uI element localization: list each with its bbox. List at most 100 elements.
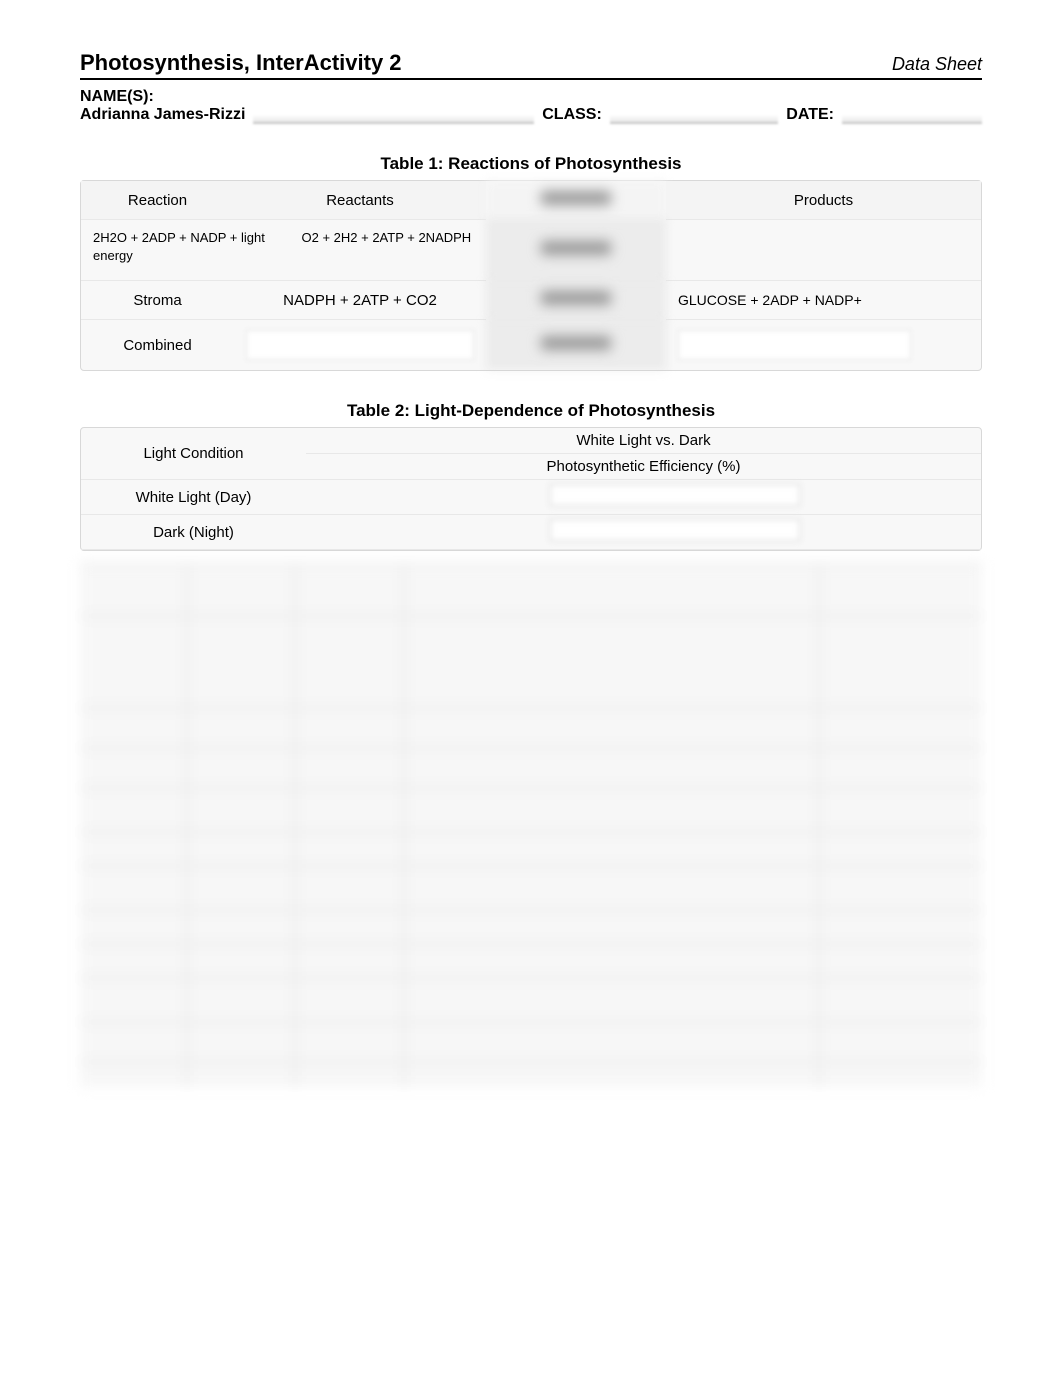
- blurred-cell: [188, 867, 296, 909]
- table2-r1-value[interactable]: [306, 480, 981, 515]
- blurred-cell: [80, 911, 188, 943]
- table1-r1-reactants: 2H2O + 2ADP + NADP + light O2 + 2H2 + 2A…: [234, 220, 486, 281]
- blurred-row: [80, 831, 982, 865]
- table1: Reaction Reactants Products 2H2O + 2ADP …: [80, 180, 982, 371]
- names-label: NAME(S):: [80, 88, 245, 106]
- table1-col-hidden: [486, 181, 666, 220]
- date-field-line[interactable]: [842, 104, 982, 124]
- blurred-cell: [296, 911, 404, 943]
- table1-r1-hidden: [486, 220, 666, 281]
- blurred-row: [80, 747, 982, 787]
- blurred-row: [80, 1021, 982, 1061]
- blurred-cell: [296, 979, 404, 1021]
- blurred-cell: [188, 1023, 296, 1061]
- blurred-cell: [405, 833, 820, 865]
- blurred-cell: [296, 945, 404, 977]
- blurred-cell: [188, 979, 296, 1021]
- table1-r3-products[interactable]: [666, 320, 981, 370]
- table1-title: Table 1: Reactions of Photosynthesis: [80, 154, 982, 174]
- blurred-cell: [188, 749, 296, 787]
- blurred-cell: [820, 979, 982, 1021]
- blurred-cell: [405, 789, 820, 831]
- blurred-cell: [296, 867, 404, 909]
- blurred-cell: [820, 1023, 982, 1061]
- table2-super-header-row: Light Condition White Light vs. Dark: [81, 428, 981, 454]
- table1-r2-hidden: [486, 281, 666, 320]
- blurred-row: [80, 563, 982, 615]
- blurred-cell: [188, 833, 296, 865]
- names-block: NAME(S): Adrianna James-Rizzi: [80, 88, 245, 124]
- blurred-cell: [405, 749, 820, 787]
- blurred-cell: [80, 749, 188, 787]
- blurred-cell: [405, 709, 820, 747]
- class-field-line[interactable]: [610, 104, 779, 124]
- blurred-cell: [296, 833, 404, 865]
- table1-r1-reactants-b: O2 + 2H2 + 2ATP + 2NADPH: [302, 230, 472, 245]
- blurred-row: [80, 615, 982, 707]
- blurred-cell: [820, 833, 982, 865]
- table1-r1-reaction-note: energy: [93, 248, 133, 263]
- table2-r2-value[interactable]: [306, 515, 981, 550]
- blurred-row: [80, 707, 982, 747]
- blurred-cell: [405, 979, 820, 1021]
- blurred-cell: [188, 789, 296, 831]
- blurred-cell: [80, 565, 188, 615]
- table1-row-thylakoid: 2H2O + 2ADP + NADP + light energy 2H2O +…: [81, 220, 981, 281]
- table2-r2-condition: Dark (Night): [81, 515, 306, 550]
- table2-super-header: White Light vs. Dark: [306, 428, 981, 454]
- blurred-cell: [405, 1023, 820, 1061]
- table1-r2-reactants: NADPH + 2ATP + CO2: [234, 281, 486, 320]
- table2-col-condition: Light Condition: [81, 428, 306, 480]
- blurred-cell: [820, 709, 982, 747]
- blurred-cell: [405, 1063, 820, 1087]
- table2-row-whitelight: White Light (Day): [81, 480, 981, 515]
- header-row: Photosynthesis, InterActivity 2 Data She…: [80, 50, 982, 80]
- blurred-cell: [188, 911, 296, 943]
- blurred-cell: [80, 833, 188, 865]
- blurred-cell: [405, 911, 820, 943]
- data-sheet-label: Data Sheet: [892, 54, 982, 75]
- blurred-cell: [820, 617, 982, 707]
- table1-r1-products: [666, 220, 981, 281]
- table2: Light Condition White Light vs. Dark Pho…: [80, 427, 982, 551]
- table1-col-reaction: Reaction: [81, 181, 234, 220]
- blurred-cell: [80, 1063, 188, 1087]
- blurred-lower-grid: [80, 563, 982, 1087]
- table1-row-combined: Combined: [81, 320, 981, 370]
- table2-title: Table 2: Light-Dependence of Photosynthe…: [80, 401, 982, 421]
- blurred-cell: [296, 709, 404, 747]
- blurred-cell: [820, 789, 982, 831]
- blurred-cell: [820, 911, 982, 943]
- blurred-cell: [820, 1063, 982, 1087]
- table1-col-products: Products: [666, 181, 981, 220]
- blurred-cell: [80, 979, 188, 1021]
- table2-col-efficiency: Photosynthetic Efficiency (%): [306, 454, 981, 480]
- blurred-row: [80, 943, 982, 977]
- blurred-row: [80, 865, 982, 909]
- blurred-row: [80, 1061, 982, 1087]
- table1-r2-products: GLUCOSE + 2ADP + NADP+: [666, 281, 981, 320]
- names-value: Adrianna James-Rizzi: [80, 106, 245, 124]
- blurred-cell: [80, 789, 188, 831]
- blurred-cell: [405, 945, 820, 977]
- names-field-line[interactable]: [253, 104, 534, 124]
- table1-row-stroma: Stroma NADPH + 2ATP + CO2 GLUCOSE + 2ADP…: [81, 281, 981, 320]
- blurred-cell: [296, 789, 404, 831]
- blurred-cell: [405, 565, 820, 615]
- blurred-cell: [296, 617, 404, 707]
- blurred-cell: [188, 709, 296, 747]
- blurred-cell: [188, 945, 296, 977]
- blurred-row: [80, 977, 982, 1021]
- blurred-cell: [820, 565, 982, 615]
- blurred-cell: [80, 617, 188, 707]
- table1-r3-reactants[interactable]: [234, 320, 486, 370]
- table2-r1-condition: White Light (Day): [81, 480, 306, 515]
- class-label: CLASS:: [542, 106, 602, 124]
- blurred-cell: [296, 749, 404, 787]
- document-title: Photosynthesis, InterActivity 2: [80, 50, 402, 76]
- blurred-row: [80, 787, 982, 831]
- blurred-cell: [405, 867, 820, 909]
- blurred-cell: [296, 1023, 404, 1061]
- blurred-cell: [820, 867, 982, 909]
- blurred-cell: [188, 1063, 296, 1087]
